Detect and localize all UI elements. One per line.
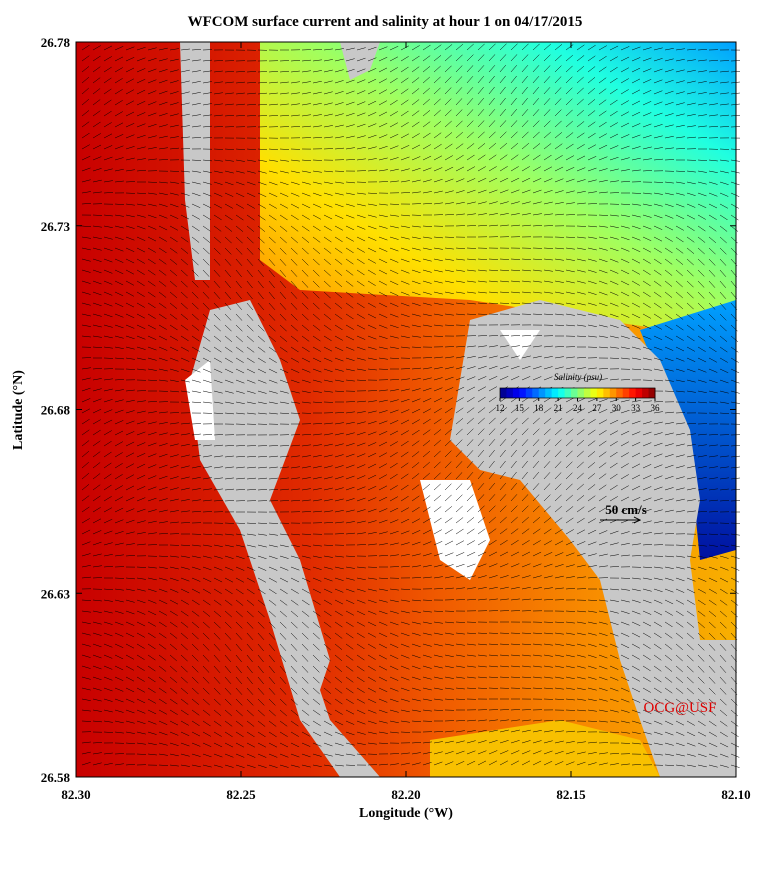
x-axis-label: Longitude (°W) xyxy=(359,806,453,821)
colorbar-swatch xyxy=(616,388,623,398)
colorbar-swatch xyxy=(610,388,617,398)
colorbar-tick-label: 30 xyxy=(612,403,622,413)
colorbar-swatch xyxy=(623,388,630,398)
x-tick-label: 82.10 xyxy=(721,787,750,802)
x-tick-label: 82.20 xyxy=(391,787,420,802)
colorbar-tick-label: 36 xyxy=(651,403,661,413)
colorbar-swatch xyxy=(649,388,656,398)
colorbar-tick-label: 33 xyxy=(631,403,641,413)
colorbar-tick-label: 15 xyxy=(515,403,525,413)
scale-label: 50 cm/s xyxy=(605,502,647,517)
colorbar-swatch xyxy=(539,388,546,398)
y-axis-label: Latitude (°N) xyxy=(11,370,26,450)
colorbar-swatch xyxy=(552,388,559,398)
colorbar-label: Salinity (psu) xyxy=(554,372,602,382)
colorbar-swatch xyxy=(519,388,526,398)
y-tick-label: 26.68 xyxy=(41,403,71,418)
colorbar-swatch xyxy=(526,388,533,398)
x-tick-label: 82.15 xyxy=(556,787,586,802)
colorbar-swatch xyxy=(565,388,572,398)
colorbar-swatch xyxy=(597,388,604,398)
colorbar-swatch xyxy=(578,388,585,398)
colorbar-swatch xyxy=(629,388,636,398)
colorbar-tick-label: 18 xyxy=(534,403,544,413)
colorbar-swatch xyxy=(506,388,513,398)
colorbar-swatch xyxy=(500,388,507,398)
x-tick-label: 82.30 xyxy=(61,787,90,802)
credit: OCG@USF xyxy=(643,700,716,716)
colorbar-tick-label: 24 xyxy=(573,403,583,413)
colorbar-swatch xyxy=(584,388,591,398)
colorbar-swatch xyxy=(532,388,539,398)
colorbar-swatch xyxy=(642,388,649,398)
colorbar-tick-label: 12 xyxy=(496,403,505,413)
colorbar-tick-label: 27 xyxy=(592,403,602,413)
colorbar-swatch xyxy=(636,388,643,398)
colorbar-swatch xyxy=(571,388,578,398)
y-tick-label: 26.63 xyxy=(41,586,71,601)
colorbar-swatch xyxy=(558,388,565,398)
colorbar-swatch xyxy=(603,388,610,398)
y-tick-label: 26.58 xyxy=(41,770,71,785)
y-tick-label: 26.78 xyxy=(41,35,71,50)
colorbar-tick-label: 21 xyxy=(554,403,563,413)
colorbar-swatch xyxy=(513,388,520,398)
x-tick-label: 82.25 xyxy=(226,787,256,802)
y-tick-label: 26.73 xyxy=(41,219,71,234)
colorbar-swatch xyxy=(590,388,597,398)
chart-title: WFCOM surface current and salinity at ho… xyxy=(188,14,583,30)
colorbar-swatch xyxy=(545,388,552,398)
